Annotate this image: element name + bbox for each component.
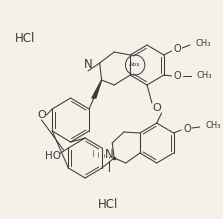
Text: HCl: HCl [98, 198, 119, 212]
Text: N: N [84, 58, 93, 71]
Text: CH₃: CH₃ [197, 71, 212, 81]
Text: HCl: HCl [14, 32, 35, 44]
Text: HO: HO [45, 151, 61, 161]
Text: O: O [152, 103, 161, 113]
Text: O: O [37, 110, 46, 120]
Text: N: N [105, 148, 114, 161]
Text: O: O [183, 124, 191, 134]
Text: O: O [173, 44, 181, 54]
Text: CH₃: CH₃ [205, 122, 221, 131]
Text: Abs: Abs [129, 62, 141, 67]
Text: O: O [173, 71, 181, 81]
Text: CH₃: CH₃ [196, 39, 211, 48]
Polygon shape [92, 80, 102, 98]
